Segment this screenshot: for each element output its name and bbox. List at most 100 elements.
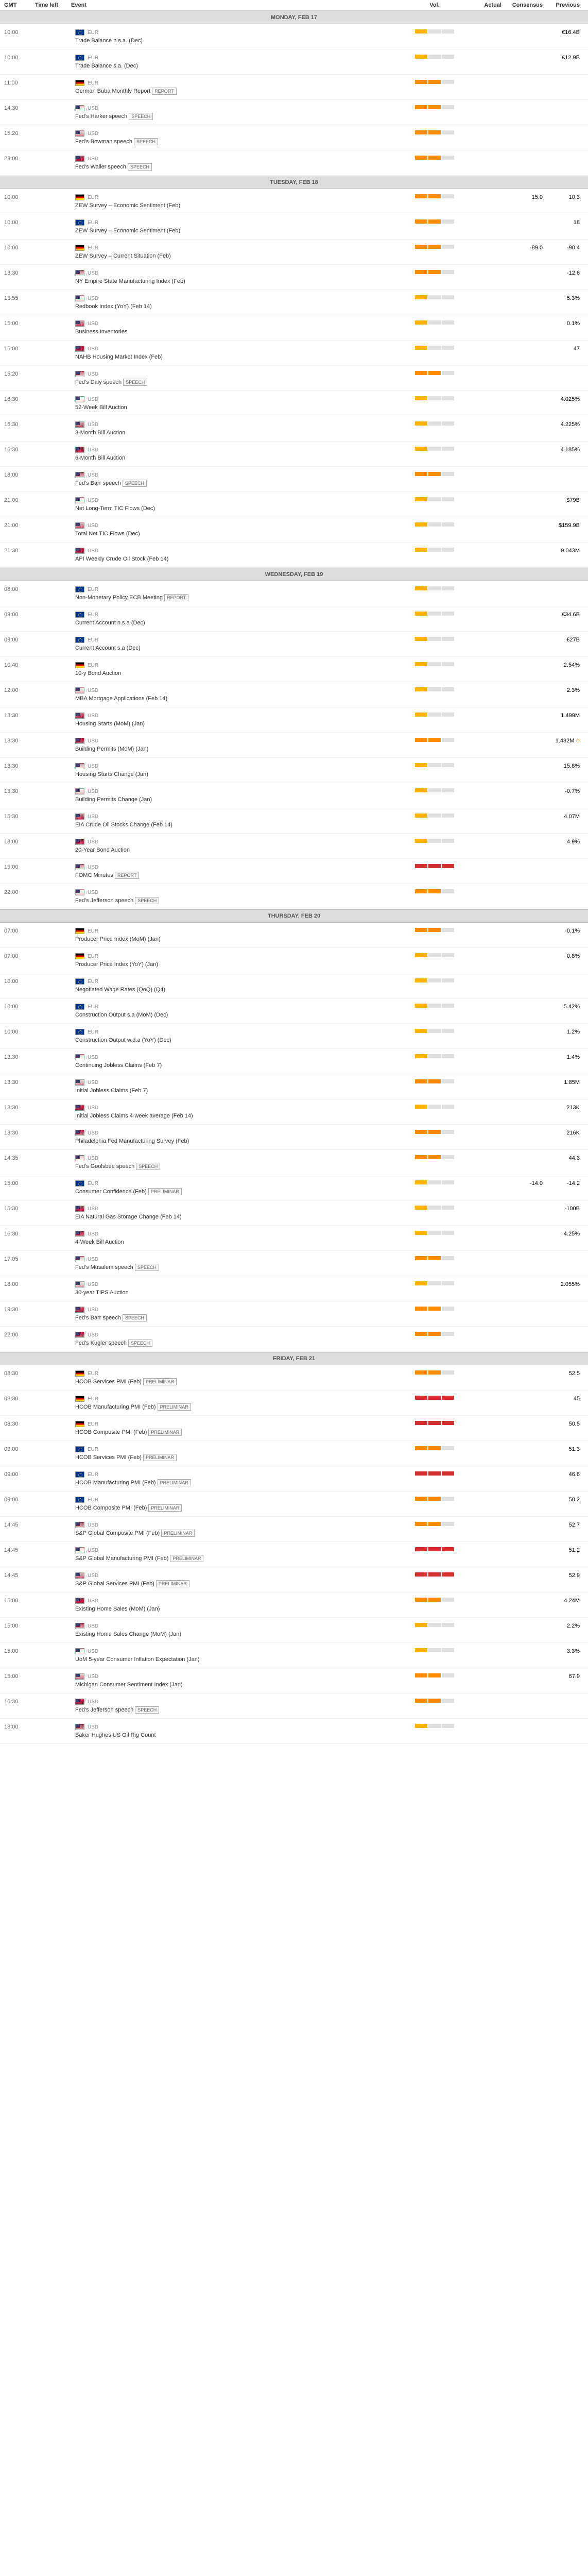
flag-icon xyxy=(75,396,84,402)
event-row[interactable]: 15:00USDMichigan Consumer Sentiment Inde… xyxy=(0,1668,588,1693)
event-row[interactable]: 15:00USDBusiness Inventories 0.1% xyxy=(0,315,588,341)
event-row[interactable]: 10:00EURConstruction Output w.d.a (YoY) … xyxy=(0,1024,588,1049)
event-cell: EURHCOB Services PMI (Feb) PRELIMINAR xyxy=(71,1446,409,1461)
currency-code: EUR xyxy=(88,663,98,668)
event-row[interactable]: 11:00EURGerman Buba Monthly Report REPOR… xyxy=(0,75,588,100)
flag-icon xyxy=(75,1497,84,1503)
volatility-bar xyxy=(409,1699,460,1703)
event-name: Fed's Kugler speech SPEECH xyxy=(75,1338,409,1346)
event-row[interactable]: 15:00USDUoM 5-year Consumer Inflation Ex… xyxy=(0,1643,588,1668)
currency-code: USD xyxy=(88,1522,98,1528)
event-row[interactable]: 18:00USD20-Year Bond Auction 4.9% xyxy=(0,834,588,859)
event-row[interactable]: 15:30USDEIA Crude Oil Stocks Change (Feb… xyxy=(0,808,588,834)
event-row[interactable]: 08:30EURHCOB Manufacturing PMI (Feb) PRE… xyxy=(0,1391,588,1416)
event-vol xyxy=(409,637,460,641)
event-row[interactable]: 10:00EURZEW Survey – Economic Sentiment … xyxy=(0,189,588,214)
event-row[interactable]: 13:30USDHousing Starts (MoM) (Jan) 1.499… xyxy=(0,707,588,733)
event-row[interactable]: 14:30USDFed's Harker speech SPEECH xyxy=(0,100,588,125)
event-cell: USDS&P Global Manufacturing PMI (Feb) PR… xyxy=(71,1547,409,1562)
event-time: 15:00 xyxy=(4,1673,35,1680)
event-cell: USDFed's Bowman speech SPEECH xyxy=(71,130,409,145)
event-time: 15:20 xyxy=(4,130,35,137)
event-row[interactable]: 16:30USD4-Week Bill Auction 4.25% xyxy=(0,1226,588,1251)
event-row[interactable]: 13:55USDRedbook Index (YoY) (Feb 14) 5.3… xyxy=(0,290,588,315)
event-row[interactable]: 18:00USD30-year TIPS Auction 2.055% xyxy=(0,1276,588,1301)
event-row[interactable]: 21:00USDTotal Net TIC Flows (Dec) $159.9… xyxy=(0,517,588,543)
event-row[interactable]: 10:40EUR10-y Bond Auction 2.54% xyxy=(0,657,588,682)
event-time: 13:30 xyxy=(4,788,35,794)
event-row[interactable]: 13:30USDContinuing Jobless Claims (Feb 7… xyxy=(0,1049,588,1074)
event-row[interactable]: 10:00EURZEW Survey – Economic Sentiment … xyxy=(0,214,588,240)
event-tag: PRELIMINAR xyxy=(143,1378,177,1385)
event-row[interactable]: 10:00EURTrade Balance n.s.a. (Dec) €16.4… xyxy=(0,24,588,49)
event-row[interactable]: 17:05USDFed's Musalem speech SPEECH xyxy=(0,1251,588,1276)
flag-icon xyxy=(75,1029,84,1035)
event-cell: USDMBA Mortgage Applications (Feb 14) xyxy=(71,687,409,702)
flag-icon xyxy=(75,1547,84,1553)
event-row[interactable]: 15:20 USDFed's Bowman speech SPEECH xyxy=(0,125,588,150)
event-name: German Buba Monthly Report REPORT xyxy=(75,86,409,94)
event-row[interactable]: 16:30USDFed's Jefferson speech SPEECH xyxy=(0,1693,588,1719)
event-row[interactable]: 13:30USDHousing Starts Change (Jan) 15.8… xyxy=(0,758,588,783)
event-row[interactable]: 19:00USDFOMC Minutes REPORT xyxy=(0,859,588,884)
event-row[interactable]: 09:00EURHCOB Composite PMI (Feb) PRELIMI… xyxy=(0,1492,588,1517)
event-row[interactable]: 09:00EURHCOB Services PMI (Feb) PRELIMIN… xyxy=(0,1441,588,1466)
event-cell: USD4-Week Bill Auction xyxy=(71,1231,409,1245)
event-row[interactable]: 15:30USDEIA Natural Gas Storage Change (… xyxy=(0,1200,588,1226)
event-row[interactable]: 10:00EURTrade Balance s.a. (Dec) €12.9B xyxy=(0,49,588,75)
currency-code: USD xyxy=(88,1055,98,1060)
event-row[interactable]: 21:00USDNet Long-Term TIC Flows (Dec) $7… xyxy=(0,492,588,517)
event-row[interactable]: 16:30USD6-Month Bill Auction 4.185% xyxy=(0,442,588,467)
event-row[interactable]: 10:00EURConstruction Output s.a (MoM) (D… xyxy=(0,998,588,1024)
event-row[interactable]: 19:30USDFed's Barr speech SPEECH xyxy=(0,1301,588,1327)
event-row[interactable]: 09:00EURCurrent Account s.a (Dec) €27B xyxy=(0,632,588,657)
event-cell: USDTotal Net TIC Flows (Dec) xyxy=(71,522,409,537)
event-row[interactable]: 10:00EURNegotiated Wage Rates (QoQ) (Q4) xyxy=(0,973,588,998)
event-row[interactable]: 08:30EURHCOB Services PMI (Feb) PRELIMIN… xyxy=(0,1365,588,1391)
flag-icon xyxy=(75,978,84,985)
event-cell: USDUoM 5-year Consumer Inflation Expecta… xyxy=(71,1648,409,1663)
event-row[interactable]: 12:00USDMBA Mortgage Applications (Feb 1… xyxy=(0,682,588,707)
event-row[interactable]: 16:30USD52-Week Bill Auction 4.025% xyxy=(0,391,588,416)
event-row[interactable]: 22:00USDFed's Jefferson speech SPEECH xyxy=(0,884,588,909)
event-previous: 4.07M xyxy=(543,814,584,820)
event-row[interactable]: 18:00USDFed's Barr speech SPEECH xyxy=(0,467,588,492)
event-row[interactable]: 15:00USDNAHB Housing Market Index (Feb) … xyxy=(0,341,588,366)
event-row[interactable]: 14:45USDS&P Global Manufacturing PMI (Fe… xyxy=(0,1542,588,1567)
event-row[interactable]: 13:30USDPhiladelphia Fed Manufacturing S… xyxy=(0,1125,588,1150)
event-row[interactable]: 15:00USDExisting Home Sales Change (MoM)… xyxy=(0,1618,588,1643)
event-time: 14:45 xyxy=(4,1522,35,1528)
event-row[interactable]: 14:45USDS&P Global Services PMI (Feb) PR… xyxy=(0,1567,588,1592)
event-row[interactable]: 15:20USDFed's Daly speech SPEECH xyxy=(0,366,588,391)
event-row[interactable]: 13:30USDInitial Jobless Claims (Feb 7) 1… xyxy=(0,1074,588,1099)
event-row[interactable]: 23:00USDFed's Waller speech SPEECH xyxy=(0,150,588,176)
event-row[interactable]: 15:00EURConsumer Confidence (Feb) PRELIM… xyxy=(0,1175,588,1200)
flag-icon xyxy=(75,1332,84,1338)
event-row[interactable]: 21:30USDAPI Weekly Crude Oil Stock (Feb … xyxy=(0,543,588,568)
event-row[interactable]: 13:30USDBuilding Permits Change (Jan) -0… xyxy=(0,783,588,808)
event-vol xyxy=(409,1231,460,1235)
flag-icon xyxy=(75,586,84,592)
event-row[interactable]: 13:30USDInitial Jobless Claims 4-week av… xyxy=(0,1099,588,1125)
event-row[interactable]: 09:00EURCurrent Account n.s.a (Dec) €34.… xyxy=(0,606,588,632)
event-row[interactable]: 14:35USDFed's Goolsbee speech SPEECH44.3 xyxy=(0,1150,588,1175)
event-row[interactable]: 15:00USDExisting Home Sales (MoM) (Jan) … xyxy=(0,1592,588,1618)
event-row[interactable]: 07:00EURProducer Price Index (YoY) (Jan)… xyxy=(0,948,588,973)
event-row[interactable]: 14:45USDS&P Global Composite PMI (Feb) P… xyxy=(0,1517,588,1542)
event-row[interactable]: 10:00EURZEW Survey – Current Situation (… xyxy=(0,240,588,265)
event-row[interactable]: 08:00EURNon-Monetary Policy ECB Meeting … xyxy=(0,581,588,606)
event-row[interactable]: 13:30USDNY Empire State Manufacturing In… xyxy=(0,265,588,290)
event-name: Building Permits (MoM) (Jan) xyxy=(75,744,409,752)
event-row[interactable]: 16:30USD3-Month Bill Auction 4.225% xyxy=(0,416,588,442)
event-row[interactable]: 08:30EURHCOB Composite PMI (Feb) PRELIMI… xyxy=(0,1416,588,1441)
event-time: 15:00 xyxy=(4,320,35,327)
event-time: 18:00 xyxy=(4,1724,35,1730)
event-row[interactable]: 22:00USDFed's Kugler speech SPEECH xyxy=(0,1327,588,1352)
event-row[interactable]: 18:00USDBaker Hughes US Oil Rig Count xyxy=(0,1719,588,1744)
event-vol xyxy=(409,447,460,451)
event-previous: 1.499M xyxy=(543,713,584,719)
event-row[interactable]: 07:00EURProducer Price Index (MoM) (Jan)… xyxy=(0,923,588,948)
volatility-bar xyxy=(409,839,460,843)
event-row[interactable]: 13:30USDBuilding Permits (MoM) (Jan) 1.4… xyxy=(0,733,588,758)
event-row[interactable]: 09:00EURHCOB Manufacturing PMI (Feb) PRE… xyxy=(0,1466,588,1492)
